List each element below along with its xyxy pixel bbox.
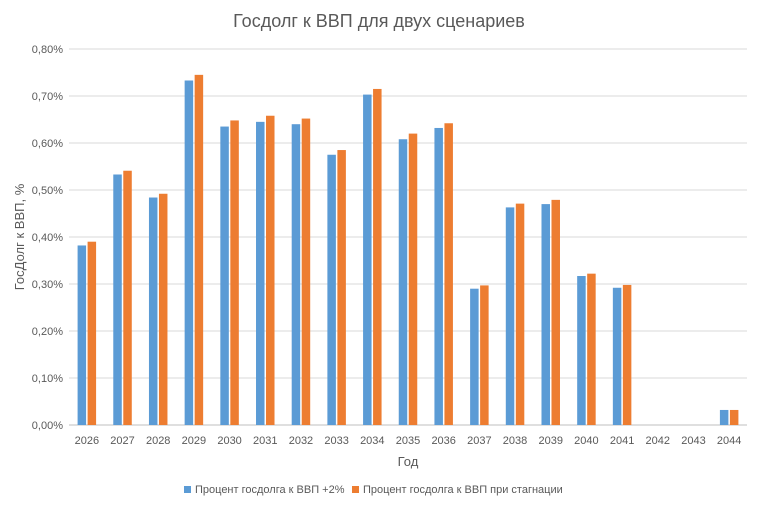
bar-growth-2034[interactable] (363, 94, 372, 425)
bars (77, 74, 739, 426)
x-tick-label: 2032 (289, 435, 313, 447)
bar-stagnation-2041[interactable] (622, 284, 632, 425)
bar-stagnation-2039[interactable] (551, 199, 560, 425)
legend: Процент госдолга к ВВП +2% Процент госдол… (184, 484, 563, 496)
x-tick-label: 2039 (538, 435, 562, 447)
x-tick-label: 2028 (146, 435, 170, 447)
bar-stagnation-2026[interactable] (87, 241, 97, 425)
bar-stagnation-2032[interactable] (301, 118, 311, 425)
x-tick-label: 2030 (217, 435, 241, 447)
bar-growth-2037[interactable] (470, 288, 479, 425)
x-tick-label: 2037 (467, 435, 491, 447)
bar-growth-2031[interactable] (256, 121, 265, 425)
bar-growth-2044[interactable] (719, 409, 729, 425)
bar-stagnation-2033[interactable] (337, 150, 346, 426)
x-tick-label: 2038 (503, 435, 527, 447)
bar-growth-2029[interactable] (184, 80, 194, 426)
bar-stagnation-2035[interactable] (408, 133, 418, 425)
x-tick-label: 2035 (396, 435, 420, 447)
y-tick-label: 0,00% (32, 420, 63, 432)
y-tick-labels: 0,00% 0,10% 0,20% 0,30% 0,40% 0,50% 0,60% 0,70%… (32, 44, 63, 432)
legend-item[interactable]: Процент госдолга к ВВП +2% (184, 484, 345, 496)
legend-item[interactable]: Процент госдолга к ВВП при стагнации (352, 484, 563, 496)
bar-growth-2041[interactable] (612, 287, 622, 425)
legend-label: Процент госдолга к ВВП при стагнации (363, 484, 563, 496)
y-tick-label: 0,40% (32, 232, 63, 244)
y-tick-label: 0,50% (32, 185, 63, 197)
gridlines (69, 48, 747, 426)
y-tick-label: 0,20% (32, 326, 63, 338)
x-tick-label: 2043 (681, 435, 705, 447)
x-tick-labels: 2026 2027 2028 2029 2030 2031 2032 2033 2034 2035… (75, 435, 742, 447)
bar-growth-2035[interactable] (398, 139, 408, 426)
x-tick-label: 2034 (360, 435, 384, 447)
bar-growth-2026[interactable] (77, 245, 87, 425)
bar-stagnation-2034[interactable] (373, 88, 382, 425)
x-tick-label: 2044 (717, 435, 741, 447)
x-tick-label: 2033 (324, 435, 348, 447)
x-axis-label: Год (398, 454, 419, 469)
legend-swatch (184, 486, 191, 493)
x-tick-label: 2026 (75, 435, 99, 447)
bar-stagnation-2044[interactable] (729, 409, 739, 425)
bar-growth-2039[interactable] (541, 204, 550, 425)
bar-stagnation-2029[interactable] (194, 74, 204, 425)
bar-stagnation-2030[interactable] (230, 120, 239, 425)
bar-growth-2040[interactable] (577, 276, 586, 425)
x-tick-label: 2042 (646, 435, 670, 447)
bar-stagnation-2038[interactable] (515, 203, 525, 425)
bar-growth-2033[interactable] (327, 154, 336, 425)
bar-growth-2030[interactable] (220, 126, 229, 426)
bar-growth-2028[interactable] (148, 197, 158, 425)
bar-stagnation-2028[interactable] (158, 193, 168, 425)
legend-swatch (352, 486, 359, 493)
y-axis-label: ГосДолг к ВВП, % (12, 183, 27, 290)
bar-stagnation-2037[interactable] (480, 285, 489, 425)
bar-growth-2032[interactable] (291, 124, 301, 425)
x-tick-label: 2031 (253, 435, 277, 447)
bar-stagnation-2027[interactable] (123, 170, 132, 425)
bar-stagnation-2040[interactable] (587, 273, 596, 425)
x-tick-label: 2040 (574, 435, 598, 447)
y-tick-label: 0,30% (32, 279, 63, 291)
y-tick-label: 0,60% (32, 138, 63, 150)
bar-stagnation-2031[interactable] (266, 115, 275, 426)
y-tick-label: 0,80% (32, 44, 63, 56)
legend-label: Процент госдолга к ВВП +2% (195, 484, 345, 496)
bar-stagnation-2036[interactable] (444, 123, 453, 425)
x-tick-label: 2041 (610, 435, 634, 447)
bar-growth-2038[interactable] (505, 207, 515, 425)
y-tick-label: 0,70% (32, 91, 63, 103)
bar-growth-2036[interactable] (434, 127, 443, 426)
bar-growth-2027[interactable] (113, 174, 122, 425)
y-tick-label: 0,10% (32, 373, 63, 385)
x-tick-label: 2027 (110, 435, 134, 447)
x-tick-label: 2036 (431, 435, 455, 447)
x-tick-label: 2029 (182, 435, 206, 447)
chart-title: Госдолг к ВВП для двух сценариев (233, 11, 525, 31)
